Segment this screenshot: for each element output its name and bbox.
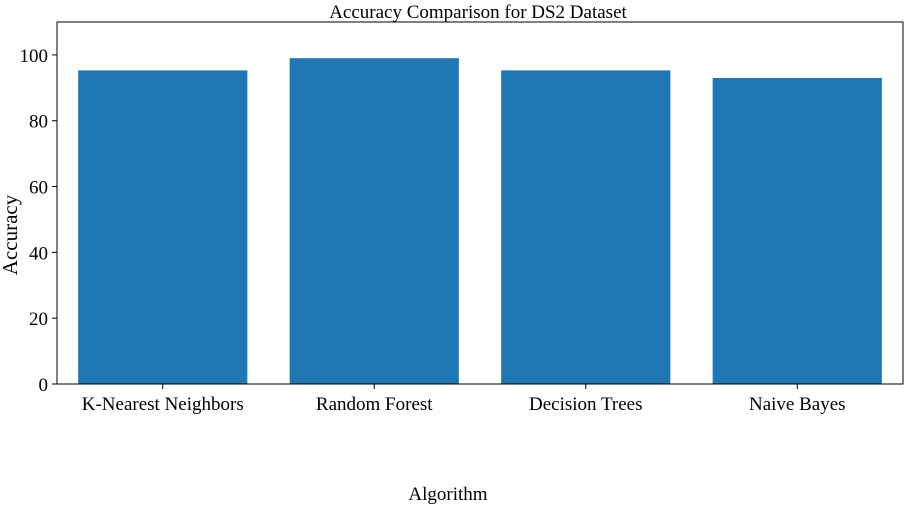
y-axis-ticks: 0 20 40 60 80 100 <box>20 46 57 396</box>
x-tick-label: K-Nearest Neighbors <box>82 394 244 415</box>
bar-decision-trees <box>501 70 671 384</box>
y-tick-label: 80 <box>29 112 48 133</box>
bar-k-nearest-neighbors <box>78 70 248 384</box>
x-tick-label: Random Forest <box>316 394 433 415</box>
y-axis-label: Accuracy <box>0 194 22 275</box>
x-tick-label: Decision Trees <box>529 394 642 415</box>
bars-group <box>78 58 882 384</box>
bar-naive-bayes <box>712 77 882 384</box>
bar-random-forest <box>289 58 459 384</box>
y-tick-label: 0 <box>39 375 49 396</box>
y-tick-label: 20 <box>29 309 48 330</box>
x-tick-label: Naive Bayes <box>749 394 846 415</box>
y-tick-label: 40 <box>29 243 48 264</box>
x-axis-label: Algorithm <box>408 484 487 505</box>
x-axis-ticks: K-Nearest Neighbors Random Forest Decision… <box>82 384 846 415</box>
y-tick-label: 60 <box>29 178 48 199</box>
chart-title: Accuracy Comparison for DS2 Dataset <box>329 2 627 23</box>
y-tick-label: 100 <box>20 46 49 67</box>
plot-frame <box>56 21 904 385</box>
